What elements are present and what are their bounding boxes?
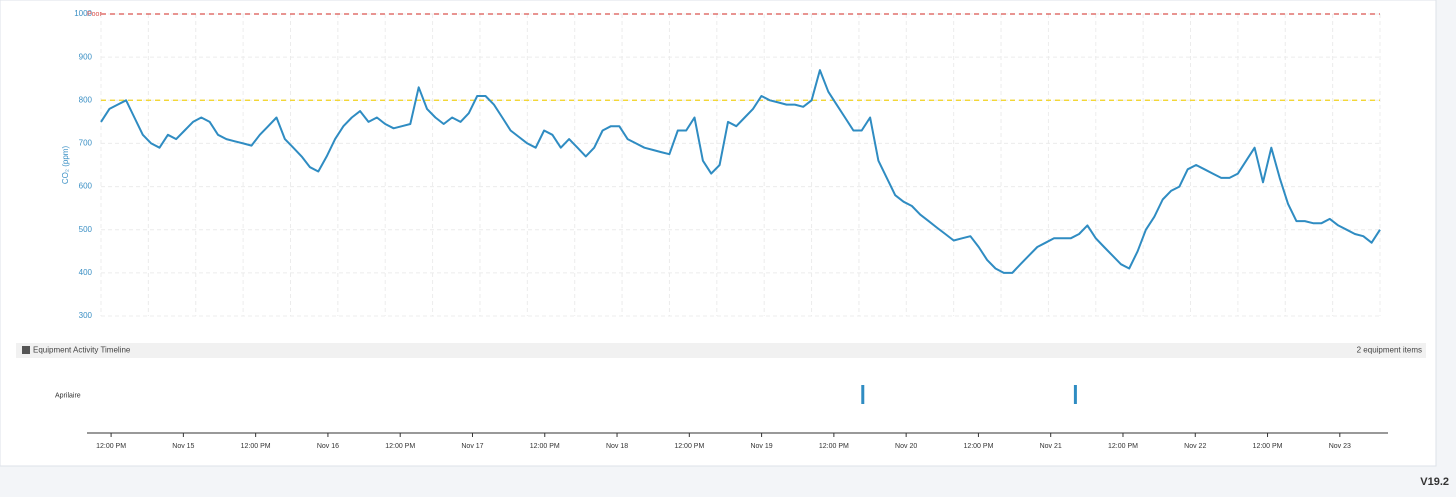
x-tick-label: 12:00 PM xyxy=(385,443,415,450)
x-tick-label: Nov 18 xyxy=(606,443,628,450)
y-tick-label: 500 xyxy=(79,225,93,234)
y-tick-label: 700 xyxy=(79,139,93,148)
version: V19.2 xyxy=(1420,476,1449,488)
x-tick-label: 12:00 PM xyxy=(674,443,704,450)
x-tick-label: 12:00 PM xyxy=(530,443,560,450)
row-label: Aprilaire xyxy=(55,392,81,399)
x-tick-label: Nov 17 xyxy=(461,443,483,450)
timeline-header xyxy=(16,343,1426,358)
x-tick-label: Nov 23 xyxy=(1329,443,1351,450)
x-tick-label: Nov 20 xyxy=(895,443,917,450)
x-tick-label: 12:00 PM xyxy=(241,443,271,450)
x-tick-label: Nov 21 xyxy=(1040,443,1062,450)
activity-mark xyxy=(861,385,865,404)
threshold-label: Poor xyxy=(87,11,102,18)
co2-line xyxy=(100,69,1381,274)
activity-mark xyxy=(1073,385,1077,404)
timeline-title: Equipment Activity Timeline xyxy=(33,346,131,355)
x-tick-label: 12:00 PM xyxy=(1108,443,1138,450)
x-tick-label: 12:00 PM xyxy=(819,443,849,450)
x-tick-label: 12:00 PM xyxy=(1253,443,1283,450)
panel xyxy=(0,0,1437,467)
y-tick-label: 300 xyxy=(79,311,93,320)
y-tick-label: 600 xyxy=(79,182,93,191)
y-tick-label: 400 xyxy=(79,268,93,277)
x-tick-label: Nov 19 xyxy=(750,443,772,450)
timeline-icon xyxy=(22,346,30,354)
x-tick-label: Nov 15 xyxy=(172,443,194,450)
y-tick-label: 900 xyxy=(79,52,93,61)
x-tick-label: 12:00 PM xyxy=(96,443,126,450)
x-tick-label: 12:00 PM xyxy=(963,443,993,450)
y-tick-label: 800 xyxy=(79,95,93,104)
x-tick-label: Nov 22 xyxy=(1184,443,1206,450)
x-tick-label: Nov 16 xyxy=(317,443,339,450)
y-tick-label: 1000 xyxy=(74,9,92,18)
y-axis-label: CO₂ (ppm) xyxy=(61,146,70,185)
timeline-count: 2 equipment items xyxy=(1357,346,1422,355)
